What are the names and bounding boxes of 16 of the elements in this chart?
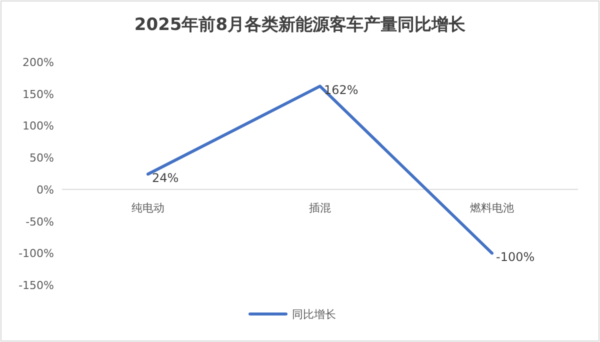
chart-title: 2025年前8月各类新能源客车产量同比增长: [134, 15, 467, 35]
y-tick-label: -100%: [18, 247, 54, 260]
x-tick-label: 插混: [309, 201, 331, 214]
x-tick-label: 纯电动: [132, 201, 164, 214]
data-label: 24%: [152, 171, 179, 186]
y-tick-label: 0%: [36, 183, 54, 196]
data-label: 162%: [324, 83, 358, 98]
x-tick-label: 燃料电池: [470, 201, 514, 214]
data-label: -100%: [496, 250, 535, 264]
y-tick-label: -150%: [18, 279, 54, 292]
y-tick-label: -50%: [26, 215, 54, 228]
y-tick-label: 100%: [22, 120, 54, 133]
y-tick-label: 200%: [22, 56, 54, 69]
y-tick-label: 50%: [30, 152, 54, 165]
y-tick-label: 150%: [22, 88, 54, 101]
legend-label: 同比增长: [292, 308, 336, 321]
